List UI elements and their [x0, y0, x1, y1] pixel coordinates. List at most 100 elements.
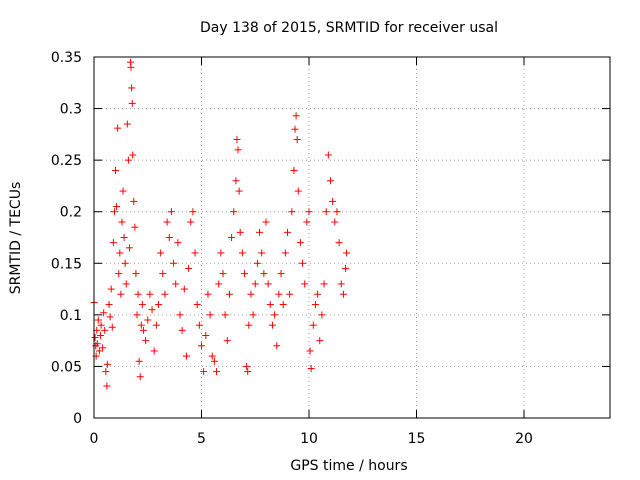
data-point [327, 177, 334, 185]
grid [94, 57, 610, 418]
data-point [121, 259, 129, 267]
data-point [146, 290, 154, 298]
data-point [185, 264, 193, 272]
data-point [115, 270, 123, 278]
data-point [99, 344, 107, 352]
data-point [244, 368, 252, 376]
data-point [301, 280, 309, 288]
data-point [306, 347, 314, 355]
data-point [138, 301, 146, 309]
data-point [221, 311, 229, 319]
data-point [273, 342, 281, 350]
data-point [125, 244, 133, 252]
data-point [103, 382, 111, 390]
axis-ticks: 0 0.05 0.1 0.15 0.2 0.25 0.3 0.35 0 5 10 15 20 [51, 50, 610, 447]
y-tick-label: 0 [73, 411, 82, 427]
data-point [291, 125, 299, 133]
x-tick-label: 5 [197, 431, 206, 447]
data-point [225, 290, 233, 298]
data-point [94, 316, 102, 324]
data-point [339, 290, 347, 298]
data-point [114, 124, 122, 132]
data-point [266, 301, 274, 309]
data-point [195, 321, 203, 329]
data-point [249, 311, 257, 319]
data-point [260, 270, 268, 278]
data-point [113, 203, 121, 211]
data-point [129, 151, 137, 159]
data-point [109, 239, 117, 247]
y-axis-label: SRMTID / TECUs [8, 182, 24, 295]
data-point [204, 290, 212, 298]
data-point [150, 347, 158, 355]
data-point [172, 280, 180, 288]
data-point [191, 249, 199, 257]
data-point [182, 352, 190, 360]
data-point [131, 223, 139, 231]
data-point [279, 301, 287, 309]
data-point [232, 177, 240, 185]
data-point [305, 208, 313, 216]
data-point [331, 218, 339, 226]
data-point [210, 357, 218, 365]
data-point [134, 290, 142, 298]
data-point [318, 311, 326, 319]
data-point [110, 208, 118, 216]
data-point [178, 326, 186, 334]
data-point [253, 259, 261, 267]
data-point [117, 290, 125, 298]
data-point [137, 321, 145, 329]
data-points [90, 58, 351, 390]
data-point [152, 321, 160, 329]
data-point [135, 357, 143, 365]
data-point [101, 326, 109, 334]
data-point [290, 166, 298, 174]
data-point [215, 280, 223, 288]
data-point [206, 311, 214, 319]
data-point [256, 228, 264, 236]
data-point [311, 301, 319, 309]
data-point [208, 352, 216, 360]
data-point [155, 301, 162, 309]
chart-title: Day 138 of 2015, SRMTID for receiver usa… [200, 20, 498, 36]
y-tick-label: 0.15 [51, 256, 82, 272]
data-point [133, 311, 141, 319]
data-point [91, 334, 99, 342]
data-point [235, 187, 243, 195]
data-point [343, 249, 351, 257]
data-point [139, 326, 147, 334]
y-tick-label: 0.2 [60, 205, 82, 221]
data-point [106, 313, 114, 321]
data-point [116, 249, 124, 257]
data-point [130, 197, 138, 205]
data-point [132, 270, 140, 278]
data-point [303, 218, 311, 226]
data-point [320, 280, 328, 288]
data-point [180, 285, 188, 293]
data-point [234, 146, 242, 154]
data-point [93, 340, 101, 348]
data-point [309, 321, 317, 329]
data-point [324, 151, 332, 159]
data-point [294, 187, 302, 195]
data-point [264, 280, 272, 288]
data-point [223, 337, 231, 345]
data-point [247, 290, 255, 298]
x-tick-label: 15 [408, 431, 426, 447]
data-point [299, 259, 307, 267]
data-point [275, 290, 283, 298]
data-point [329, 197, 337, 205]
data-point [307, 364, 315, 372]
data-point [241, 270, 248, 278]
data-point [144, 316, 152, 324]
data-point [286, 290, 294, 298]
data-point [281, 249, 289, 257]
data-point [176, 311, 184, 319]
data-point [337, 280, 345, 288]
data-point [119, 187, 127, 195]
data-point [122, 280, 130, 288]
data-point [124, 156, 132, 164]
data-point [268, 321, 276, 329]
data-point [262, 218, 270, 226]
